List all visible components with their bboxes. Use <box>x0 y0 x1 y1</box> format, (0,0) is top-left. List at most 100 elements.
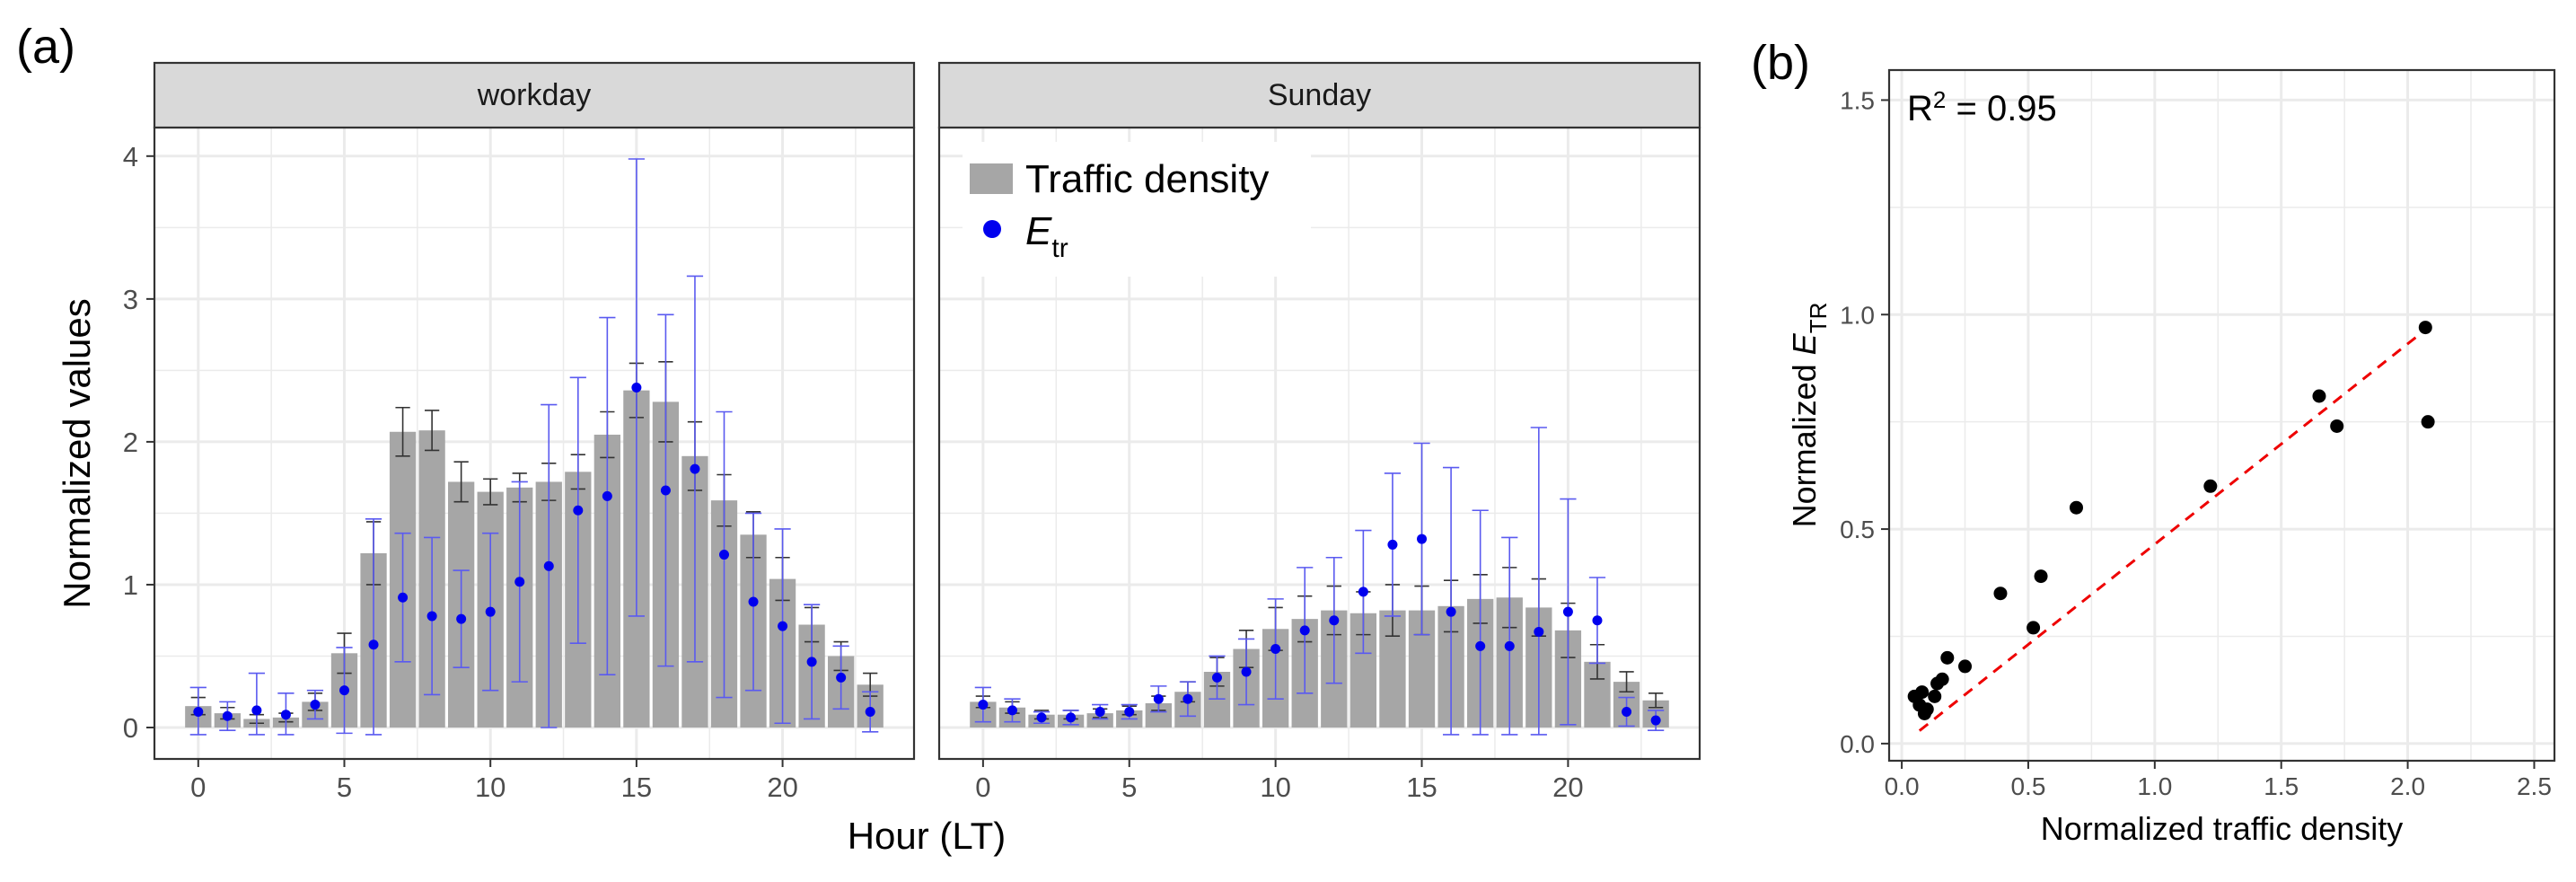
etr-point <box>778 621 788 631</box>
etr-point <box>1182 693 1193 704</box>
etr-point <box>1095 707 1105 718</box>
etr-point <box>631 382 642 392</box>
etr-point <box>1622 707 1632 718</box>
y-axis-title-var: E <box>1786 332 1823 355</box>
etr-point <box>310 700 321 710</box>
fit-line <box>1918 331 2424 732</box>
etr-point <box>543 560 554 571</box>
panel-border <box>1887 68 2556 763</box>
etr-point <box>1241 666 1252 677</box>
y-tick-label: 0 <box>123 712 138 744</box>
etr-point <box>193 707 204 718</box>
scatter-point <box>2203 479 2218 493</box>
y-tick-label: 0.5 <box>1840 516 1875 543</box>
x-axis-title-a: Hour (LT) <box>848 815 1007 857</box>
y-tick-label: 1.5 <box>1840 86 1875 114</box>
etr-point <box>865 707 875 718</box>
scatter-point <box>2069 500 2083 515</box>
facet-workday: workday 0 5 10 15 20 0 1 2 3 4 <box>123 61 916 803</box>
etr-point <box>1387 539 1398 550</box>
etr-point <box>1475 640 1486 651</box>
annotation-sup: 2 <box>1933 86 1946 113</box>
x-tick-label: 10 <box>475 772 506 803</box>
etr-point <box>1007 705 1017 716</box>
scatter-point <box>2027 621 2041 635</box>
x-tick-label: 0 <box>190 772 206 803</box>
panel-b-label: (b) <box>1751 36 1810 90</box>
etr-point <box>690 463 700 474</box>
y-axis-title-sub: TR <box>1805 303 1832 334</box>
legend-point-label-main: E <box>1025 209 1052 253</box>
facet-strip-label: workday <box>477 78 592 112</box>
scatter-panel: 0.0 0.5 1.0 1.5 2.0 2.5 0.0 0.5 1.0 1.5 Normalized… <box>1786 68 2556 847</box>
etr-point <box>1534 626 1544 637</box>
etr-point <box>1446 606 1456 617</box>
x-tick-label: 0.5 <box>2010 772 2045 800</box>
y-axis-title-main: Normalized <box>1786 355 1823 527</box>
etr-point <box>368 639 379 650</box>
scatter-point <box>2421 415 2435 429</box>
scatter-point <box>1915 685 1930 700</box>
etr-point <box>514 577 525 587</box>
etr-point <box>280 710 291 720</box>
etr-point <box>398 592 409 603</box>
etr-point <box>1562 606 1573 617</box>
y-tick-label: 1 <box>123 569 138 601</box>
etr-point <box>806 657 817 667</box>
legend-point-label-sub: tr <box>1051 234 1068 263</box>
legend-point-key <box>983 220 1001 238</box>
x-tick-label: 0.0 <box>1885 772 1920 800</box>
etr-point <box>719 550 729 560</box>
scatter-point <box>1940 650 1955 665</box>
annotation-rest: = 0.95 <box>1946 89 2056 128</box>
etr-point <box>485 606 496 617</box>
r-squared-annotation: R2 = 0.95 <box>1907 86 2057 128</box>
etr-point <box>1329 615 1340 626</box>
scatter-point <box>1935 672 1949 686</box>
y-axis-title-a: Normalized values <box>56 298 98 608</box>
x-tick-label: 10 <box>1260 772 1290 803</box>
scatter-point <box>2330 419 2344 433</box>
scatter-point <box>2034 569 2048 584</box>
etr-point <box>1124 707 1135 718</box>
x-tick-label: 15 <box>621 772 652 803</box>
legend: Traffic density Etr <box>963 142 1311 277</box>
scatter-point <box>1920 702 1934 717</box>
plot-background <box>1889 70 2554 761</box>
etr-point <box>1299 625 1310 636</box>
y-tick-label: 3 <box>123 284 138 315</box>
annotation-main: R <box>1907 89 1933 128</box>
etr-point <box>1036 712 1047 723</box>
y-tick-label: 1.0 <box>1840 301 1875 329</box>
facet-strip-label: Sunday <box>1268 78 1371 112</box>
etr-point <box>456 613 467 624</box>
y-axis-title-b: Normalized ETR <box>1786 303 1832 528</box>
etr-point <box>222 710 233 721</box>
x-tick-label: 15 <box>1406 772 1437 803</box>
etr-point <box>1417 534 1428 544</box>
x-tick-label: 1.5 <box>2264 772 2299 800</box>
etr-point <box>339 685 349 696</box>
scatter-point <box>1993 587 2008 601</box>
x-tick-label: 2.0 <box>2390 772 2425 800</box>
x-tick-label: 5 <box>337 772 352 803</box>
x-tick-label: 1.0 <box>2137 772 2172 800</box>
etr-point <box>748 596 759 607</box>
y-tick-label: 4 <box>123 141 138 172</box>
etr-point <box>251 705 262 716</box>
scatter-point <box>2418 321 2432 335</box>
x-axis-title-b: Normalized traffic density <box>2041 810 2404 847</box>
panel-a-label: (a) <box>16 20 75 74</box>
etr-point <box>1066 712 1077 723</box>
etr-point <box>1153 693 1164 704</box>
etr-point <box>602 490 612 501</box>
legend-point-label: Etr <box>1025 209 1068 263</box>
etr-point <box>1270 644 1281 655</box>
x-tick-label: 0 <box>975 772 990 803</box>
etr-point <box>1211 672 1222 683</box>
x-tick-label: 2.5 <box>2517 772 2552 800</box>
scatter-point <box>1958 659 1973 674</box>
facet-strip <box>153 61 916 129</box>
etr-point <box>1504 640 1515 651</box>
